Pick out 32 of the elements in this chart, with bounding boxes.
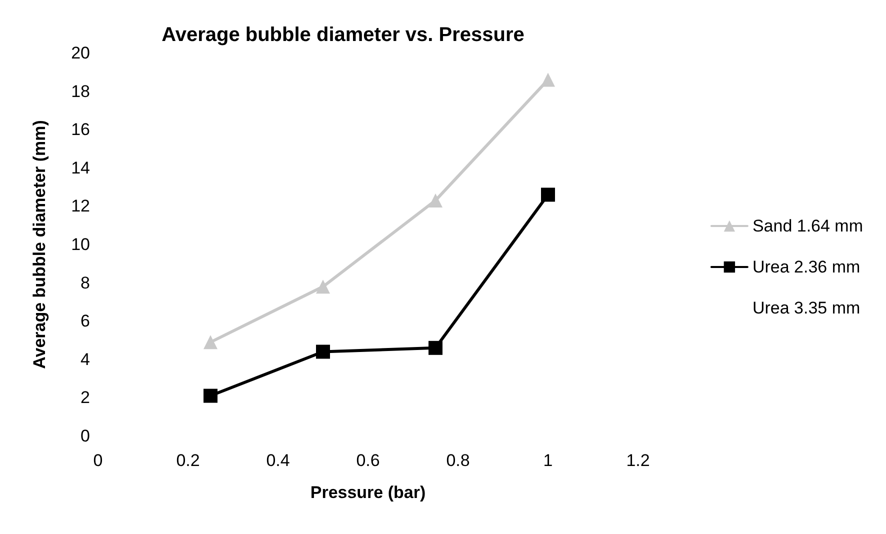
y-tick-label: 0 [80,426,90,446]
chart-title: Average bubble diameter vs. Pressure [162,24,524,46]
y-tick-label: 10 [71,235,90,254]
legend-label: Urea 2.36 mm [752,258,860,276]
y-tick-label: 6 [80,312,90,331]
x-tick-label: 0.6 [356,451,380,470]
point [316,344,330,359]
y-tick-label: 2 [80,388,90,408]
y-tick-label: 18 [71,82,90,101]
x-tick-label: 0.2 [176,451,200,470]
point [541,72,555,87]
x-tick-label: 0 [93,451,103,470]
y-axis-title: Average bubble diameter (mm) [30,120,49,369]
point [204,388,218,403]
y-tick-label: 12 [71,196,90,216]
x-axis-title: Pressure (bar) [310,483,426,502]
point [428,340,442,355]
y-tick-label: 14 [71,158,90,178]
x-tick-label: 1 [543,451,553,470]
x-tick-label: 1.2 [626,451,650,470]
text: Urea 3.35 mm [752,298,860,318]
point [541,188,555,202]
y-tick-label: 4 [80,350,90,369]
point [428,193,442,208]
point [316,280,330,294]
legend-label: Sand 1.64 mm [752,216,864,236]
y-tick-label: 16 [71,120,90,140]
y-tick-label: 20 [71,44,90,62]
x-tick-label: 0.8 [446,451,470,470]
y-tick-label: 8 [80,273,90,292]
x-tick-label: 0.4 [266,451,290,470]
point [204,335,218,350]
